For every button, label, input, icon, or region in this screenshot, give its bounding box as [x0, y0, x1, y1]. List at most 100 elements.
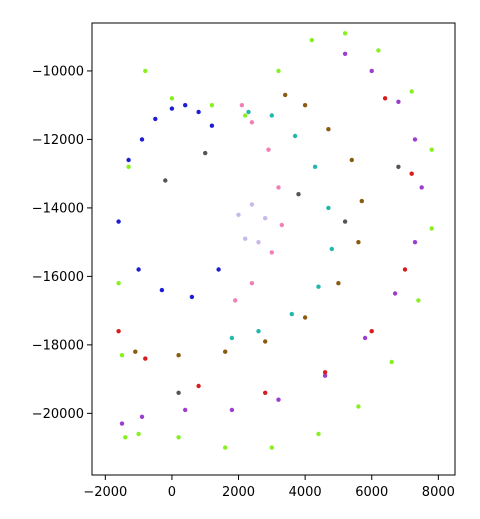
scatter-point	[126, 157, 131, 163]
series-red-scatter	[116, 96, 414, 395]
scatter-point	[136, 267, 141, 272]
scatter-point	[276, 397, 281, 402]
scatter-point	[246, 109, 251, 115]
plot-area	[116, 31, 434, 450]
scatter-point	[196, 109, 201, 115]
x-tick-label: −2000	[83, 485, 127, 500]
scatter-point	[362, 335, 368, 341]
scatter-point	[139, 137, 145, 142]
scatter-point	[169, 106, 175, 111]
scatter-point	[342, 31, 348, 36]
scatter-point	[189, 294, 195, 300]
scatter-point	[316, 431, 321, 437]
scatter-point	[412, 240, 418, 245]
scatter-point	[279, 222, 284, 228]
scatter-point	[263, 216, 268, 221]
scatter-point	[233, 298, 238, 303]
scatter-point	[269, 113, 274, 118]
x-tick-label: 6000	[355, 485, 388, 500]
scatter-point	[223, 445, 228, 450]
scatter-point	[416, 298, 421, 303]
scatter-point	[116, 281, 121, 286]
scatter-point	[316, 284, 321, 289]
scatter-point	[133, 349, 138, 354]
y-tick-label: −20000	[32, 407, 84, 422]
scatter-point	[126, 164, 131, 169]
scatter-point	[322, 370, 328, 375]
scatter-point	[359, 198, 364, 204]
scatter-point	[119, 353, 125, 358]
scatter-point	[243, 236, 248, 241]
x-axis: −2000 0 2000 4000 6000 8000	[83, 475, 455, 500]
scatter-point	[139, 414, 145, 419]
scatter-point	[249, 202, 255, 207]
scatter-point	[266, 147, 271, 152]
scatter-point	[116, 329, 121, 334]
scatter-point	[136, 431, 141, 437]
scatter-point	[429, 147, 434, 152]
scatter-point	[382, 96, 388, 101]
scatter-point	[209, 103, 215, 108]
scatter-point	[176, 435, 181, 440]
scatter-point	[292, 133, 298, 139]
y-tick-label: −14000	[32, 201, 84, 216]
scatter-point	[326, 127, 331, 132]
scatter-point	[356, 404, 361, 409]
scatter-point	[409, 171, 414, 176]
scatter-point	[329, 246, 334, 252]
scatter-point	[369, 68, 374, 74]
scatter-point	[116, 219, 121, 224]
scatter-point	[296, 192, 301, 197]
scatter-point	[392, 291, 398, 296]
scatter-point	[143, 356, 148, 361]
scatter-point	[276, 185, 281, 190]
scatter-point	[396, 99, 401, 105]
scatter-point	[229, 407, 235, 413]
scatter-point	[169, 96, 175, 101]
scatter-point	[176, 390, 181, 395]
series-purple-outer	[119, 51, 424, 426]
scatter-point	[203, 150, 208, 156]
scatter-point	[123, 435, 128, 440]
scatter-point	[389, 359, 394, 365]
scatter-point	[229, 335, 235, 341]
scatter-point	[376, 48, 381, 53]
scatter-point	[183, 103, 188, 108]
scatter-point	[256, 240, 261, 245]
scatter-point	[409, 89, 414, 94]
scatter-point	[429, 226, 434, 231]
scatter-point	[209, 123, 215, 128]
scatter-point	[396, 164, 401, 169]
scatter-point	[402, 267, 408, 272]
scatter-point	[249, 120, 255, 125]
scatter-point	[302, 315, 308, 320]
series-pink-band	[233, 103, 284, 303]
scatter-point	[342, 51, 348, 56]
scatter-point	[243, 113, 248, 118]
scatter-point	[289, 311, 294, 317]
x-tick-label: 0	[168, 485, 176, 500]
scatter-point	[236, 212, 241, 217]
series-central-lavender	[236, 202, 268, 245]
series-brown-band	[133, 92, 364, 358]
series-dark-scatter	[163, 150, 401, 395]
scatter-point	[223, 349, 228, 354]
y-tick-label: −10000	[32, 64, 84, 79]
scatter-point	[412, 137, 418, 142]
scatter-point	[326, 205, 331, 211]
scatter-point	[283, 92, 288, 98]
scatter-point	[342, 219, 348, 224]
scatter-point	[153, 116, 158, 122]
scatter-point	[263, 339, 268, 344]
series-thalamus-blue	[116, 103, 221, 300]
scatter-point	[256, 329, 261, 334]
x-tick-label: 8000	[422, 485, 455, 500]
scatter-point	[196, 383, 201, 389]
scatter-point	[269, 250, 274, 255]
scatter-point	[369, 329, 374, 334]
y-tick-label: −12000	[32, 133, 84, 148]
scatter-point	[276, 68, 281, 74]
scatter-point	[356, 240, 361, 245]
y-tick-label: −16000	[32, 270, 84, 285]
